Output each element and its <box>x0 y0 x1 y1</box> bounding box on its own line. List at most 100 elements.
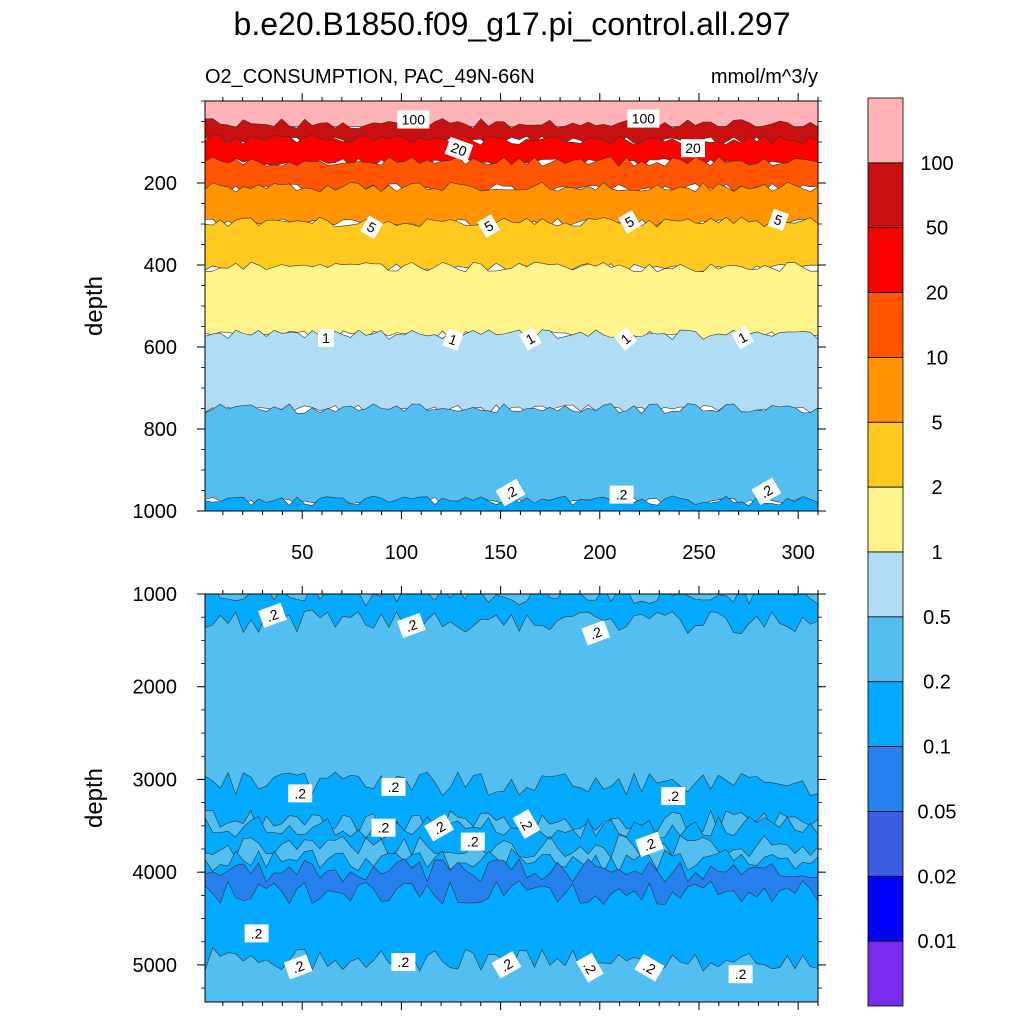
contour-label: .2 <box>288 784 313 803</box>
units-label: mmol/m^3/y <box>711 66 818 88</box>
contour-label-text: .2 <box>735 966 747 982</box>
contour-label: .2 <box>634 953 665 982</box>
y-tick-label: 400 <box>144 255 177 277</box>
colorbar-swatch <box>867 357 904 423</box>
y-axis-title: depth <box>81 276 108 336</box>
contour-label-text: 100 <box>402 112 426 128</box>
contour-fill-band <box>205 216 818 274</box>
y-tick-label: 800 <box>144 419 177 441</box>
contour-label-text: .2 <box>251 925 263 941</box>
contour-label-text: 1 <box>322 330 330 346</box>
colorbar-swatch <box>867 421 904 488</box>
colorbar-swatch <box>867 616 904 683</box>
contour-label: .2 <box>609 485 634 504</box>
colorbar-label: 2 <box>931 477 942 499</box>
contour-label-text: .2 <box>403 616 420 635</box>
contour-label: 20 <box>681 139 705 158</box>
y-tick-label: 4000 <box>133 862 178 884</box>
colorbar-swatch <box>867 746 904 812</box>
contour-label-text: .2 <box>641 835 658 854</box>
contour-fill-band <box>205 329 818 416</box>
y-tick-label: 2000 <box>133 677 178 699</box>
contour-label-text: 20 <box>685 140 701 156</box>
contour-label: 100 <box>627 109 660 128</box>
x-tick-label: 150 <box>484 542 517 564</box>
contour-label-text: .2 <box>667 788 679 804</box>
upper-depth-panel: 100 100 20 20 5 5 5 5 1 1 1 1 1 .2 .2 .2 200 400 600 800 100… <box>81 93 826 564</box>
contour-label-text: .2 <box>388 779 400 795</box>
colorbar-label: 50 <box>926 218 948 240</box>
colorbar: 100 50 20 10 5 2 1 0.5 0.2 0.1 0.05 0.02 0.01 <box>867 97 957 1007</box>
x-tick-label: 50 <box>291 542 313 564</box>
contour-fill-band <box>205 101 818 127</box>
contour-fill-band <box>205 858 818 905</box>
contour-label: .2 <box>371 818 396 837</box>
y-tick-label: 200 <box>144 173 177 195</box>
y-axis-title: depth <box>81 768 108 828</box>
lower-depth-panel: .2 .2 .2 .2 .2 .2 .2 .2 .2 .2 .2 .2 .2 .2 .2 .2 .2 .2 1000… <box>81 584 826 1010</box>
colorbar-label: 0.5 <box>923 607 951 629</box>
colorbar-swatch <box>867 875 904 942</box>
y-tick-label: 600 <box>144 337 177 359</box>
colorbar-swatch <box>867 681 904 747</box>
contour-label: .2 <box>581 620 611 646</box>
contour-label: .2 <box>495 478 526 507</box>
contour-label-text: .2 <box>378 820 390 836</box>
contour-label: .2 <box>381 777 406 796</box>
contour-label-text: .2 <box>616 487 628 503</box>
contour-fill-band <box>205 261 818 342</box>
contour-label: .2 <box>728 965 753 984</box>
colorbar-label: 0.05 <box>918 801 957 823</box>
x-tick-label: 200 <box>583 542 616 564</box>
colorbar-label: 20 <box>926 283 948 305</box>
contour-label: .2 <box>661 787 686 806</box>
contour-label: 5 <box>618 210 641 234</box>
x-tick-label: 250 <box>682 542 715 564</box>
contour-label: .2 <box>751 477 782 506</box>
contour-label-text: 100 <box>632 111 656 127</box>
colorbar-label: 0.2 <box>923 672 951 694</box>
contour-label: 5 <box>360 215 384 240</box>
contour-label: 20 <box>444 136 474 162</box>
contour-label: .2 <box>244 924 269 943</box>
colorbar-label: 0.1 <box>923 737 951 759</box>
contour-label: 100 <box>397 110 430 129</box>
contour-label: 1 <box>318 329 334 347</box>
variable-region-label: O2_CONSUMPTION, PAC_49N-66N <box>205 66 535 88</box>
contour-label: 5 <box>767 208 789 232</box>
contour-label: .2 <box>396 612 426 639</box>
contour-label-text: .2 <box>294 785 306 801</box>
contour-label: 5 <box>477 214 501 238</box>
contour-label-text: 20 <box>449 139 469 159</box>
colorbar-label: 10 <box>926 347 948 369</box>
contour-fill-band <box>205 495 818 511</box>
contour-label-text: .2 <box>264 606 281 625</box>
colorbar-label: 0.02 <box>918 866 957 888</box>
contour-label: 1 <box>518 327 542 351</box>
colorbar-swatch <box>867 940 904 1007</box>
colorbar-label: 100 <box>920 153 953 175</box>
colorbar-label: 0.01 <box>918 931 957 953</box>
contour-label: .2 <box>424 813 454 842</box>
contour-fill-band <box>205 815 818 859</box>
contour-label: .2 <box>512 809 541 839</box>
contour-label: 1 <box>613 326 638 351</box>
colorbar-swatch <box>867 227 904 293</box>
colorbar-swatch <box>867 292 904 358</box>
y-tick-label: 1000 <box>133 501 178 523</box>
plot-frame <box>204 593 819 1003</box>
colorbar-swatch <box>867 97 904 164</box>
contour-label: .2 <box>258 602 287 628</box>
contour-label-text: .2 <box>398 954 410 970</box>
colorbar-swatch <box>867 486 904 553</box>
colorbar-swatch <box>867 162 904 229</box>
colorbar-swatch <box>867 551 904 618</box>
contour-label: 1 <box>731 325 755 350</box>
y-tick-label: 5000 <box>133 955 178 977</box>
colorbar-swatch <box>867 811 904 877</box>
contour-label-text: .2 <box>290 957 307 976</box>
y-tick-label: 1000 <box>133 584 178 606</box>
colorbar-label: 1 <box>931 542 942 564</box>
y-tick-label: 3000 <box>133 769 178 791</box>
